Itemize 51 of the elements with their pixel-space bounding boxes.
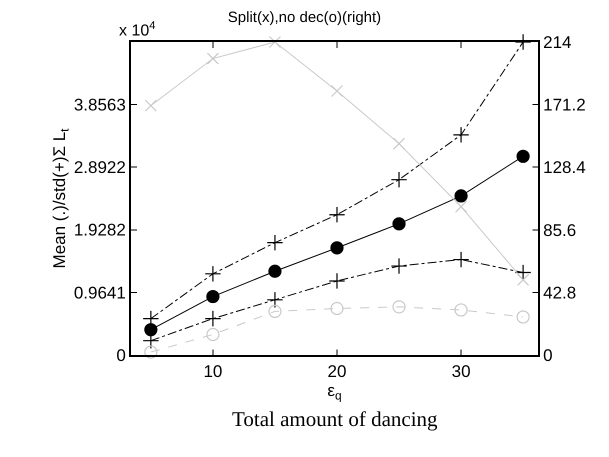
point	[328, 272, 346, 290]
point	[330, 241, 344, 254]
y-tick-label: 0	[116, 346, 126, 365]
y2-tick-label: 171.2	[543, 96, 586, 115]
point	[328, 206, 346, 224]
point	[204, 310, 222, 327]
point	[454, 200, 468, 213]
y-tick-label: 0.9641	[74, 283, 126, 302]
point	[206, 52, 219, 65]
point	[266, 234, 284, 251]
point	[266, 292, 284, 308]
point	[204, 266, 222, 282]
point	[516, 150, 530, 163]
point	[206, 290, 220, 304]
y-tick-label: 1.9282	[74, 220, 126, 240]
point	[452, 126, 470, 144]
x-tick-label: 10	[203, 362, 222, 382]
point	[330, 84, 344, 98]
y-tick-label: 3.8563	[74, 96, 126, 115]
chart-title: Split(x),no dec(o)(right)	[228, 8, 382, 26]
point	[206, 328, 220, 342]
y2-tick-label: 42.8	[543, 283, 576, 302]
point	[390, 171, 408, 188]
y-tick-label: 2.8922	[74, 158, 126, 178]
point	[392, 138, 406, 150]
point	[390, 258, 408, 274]
y2-tick-label: 85.6	[543, 220, 576, 240]
x-axis-title: ε$_{q}$	[327, 381, 342, 403]
point	[268, 304, 282, 318]
text: Total amount of dancing	[232, 407, 438, 431]
x-tick-label: 30	[452, 362, 471, 382]
point	[514, 264, 532, 281]
point	[330, 302, 344, 316]
point	[144, 323, 158, 336]
point	[452, 251, 470, 268]
point	[454, 189, 468, 202]
text: x 10$^{4}$	[119, 20, 156, 40]
y2-tick-label: 128.4	[543, 158, 586, 178]
point	[514, 34, 532, 50]
point	[144, 100, 157, 112]
point	[392, 300, 406, 314]
point	[268, 264, 282, 278]
point	[517, 274, 530, 286]
point	[144, 345, 158, 359]
y2-tick-label: 214	[543, 32, 572, 52]
x-tick-label: 20	[328, 362, 346, 382]
y2-tick-label: 0	[543, 346, 553, 365]
point	[454, 303, 468, 317]
point	[268, 36, 282, 48]
point	[392, 217, 406, 230]
point	[516, 310, 530, 324]
